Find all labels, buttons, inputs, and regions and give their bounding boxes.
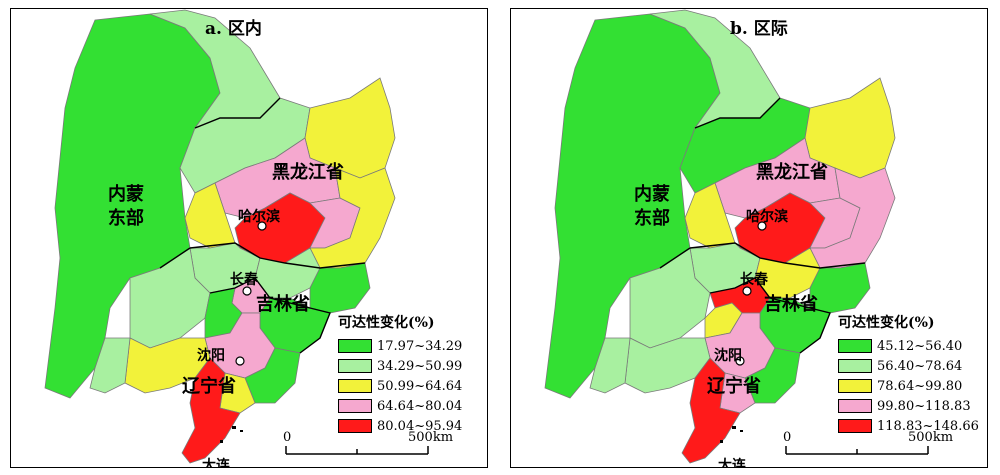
legend-label: 45.12~56.40 — [877, 338, 963, 354]
legend-title: 可达性变化(%) — [338, 315, 435, 331]
scale-zero: 0 — [783, 430, 792, 445]
legend-label: 78.64~99.80 — [877, 378, 963, 394]
legend-swatch — [338, 379, 372, 393]
legend-swatch — [338, 399, 372, 413]
legend-swatch — [338, 359, 372, 373]
legend-title: 可达性变化(%) — [838, 315, 935, 331]
islands — [220, 426, 243, 443]
legend-item: 99.80~118.83 — [838, 396, 988, 416]
province-boundaries — [159, 97, 366, 354]
shenyang-marker — [235, 356, 245, 366]
label-shenyang: 沈阳 — [714, 347, 742, 364]
region-yanbian — [309, 262, 371, 314]
label-harbin: 哈尔滨 — [746, 208, 788, 225]
label-shenyang: 沈阳 — [197, 347, 225, 364]
label-dalian: 大连 — [202, 457, 231, 468]
label-inner-mongolia-1: 内蒙 — [634, 183, 670, 205]
scale-bar: 0 500km — [778, 430, 968, 464]
shenyang-marker — [735, 356, 745, 366]
scale-bar: 0 500km — [278, 430, 468, 464]
map-inter: 内蒙 东部 黑龙江省 吉林省 辽宁省 哈尔滨 长春 沈阳 大连 — [544, 9, 896, 468]
legend-item: 64.64~80.04 — [338, 396, 488, 416]
scale-zero: 0 — [283, 430, 292, 445]
changchun-marker — [242, 286, 252, 296]
harbin-marker — [257, 221, 267, 231]
scale-bar-graphic — [785, 446, 929, 455]
legend-label: 56.40~78.64 — [877, 358, 963, 374]
legend-item: 118.83~148.66 — [838, 416, 988, 436]
map-panel-intra: 内蒙 东部 黑龙江省 吉林省 辽宁省 哈尔滨 长春 沈阳 大连 a. 区内 可达… — [10, 8, 488, 468]
label-heilongjiang: 黑龙江省 — [756, 161, 828, 183]
map-intra: 内蒙 东部 黑龙江省 吉林省 辽宁省 哈尔滨 长春 沈阳 大连 — [44, 9, 396, 468]
region-huludao — [589, 337, 631, 394]
legend-label: 50.99~64.64 — [377, 378, 463, 394]
legend-item: 50.99~64.64 — [338, 376, 488, 396]
region-huludao — [89, 337, 131, 394]
changchun-marker — [742, 286, 752, 296]
legend-swatch — [838, 379, 872, 393]
region-yanbian — [809, 262, 871, 314]
label-harbin: 哈尔滨 — [238, 208, 280, 225]
map-panel-inter: 内蒙 东部 黑龙江省 吉林省 辽宁省 哈尔滨 长春 沈阳 大连 b. 区际 可达… — [500, 0, 1000, 475]
label-jilin: 吉林省 — [764, 293, 818, 315]
legend-item: 78.64~99.80 — [838, 376, 988, 396]
scale-end: 500km — [908, 430, 954, 445]
panel-title: b. 区际 — [730, 19, 788, 39]
legend-swatch — [838, 399, 872, 413]
legend-swatch — [338, 339, 372, 353]
scale-end: 500km — [408, 430, 454, 445]
label-changchun: 长春 — [230, 271, 259, 288]
label-inner-mongolia-2: 东部 — [108, 207, 144, 229]
province-boundaries — [659, 97, 866, 354]
legend-item: 56.40~78.64 — [838, 356, 988, 376]
label-jilin: 吉林省 — [256, 293, 310, 315]
label-liaoning: 辽宁省 — [707, 375, 761, 397]
legend-label: 80.04~95.94 — [377, 418, 463, 434]
legend-item: 80.04~95.94 — [338, 416, 488, 436]
region-dalian — [181, 357, 241, 464]
label-liaoning: 辽宁省 — [182, 375, 236, 397]
regions — [44, 9, 396, 464]
panel-title: a. 区内 — [205, 19, 262, 39]
legend-label: 118.83~148.66 — [877, 418, 979, 434]
label-dalian: 大连 — [718, 457, 747, 468]
legend-label: 17.97~34.29 — [377, 338, 463, 354]
legend-swatch — [838, 419, 872, 433]
legend-swatch — [838, 339, 872, 353]
legend: 可达性变化(%) 45.12~56.40 56.40~78.64 78.64~9… — [838, 312, 988, 436]
islands — [720, 426, 743, 443]
legend-swatch — [338, 419, 372, 433]
legend-swatch — [838, 359, 872, 373]
legend-label: 34.29~50.99 — [377, 358, 463, 374]
label-heilongjiang: 黑龙江省 — [272, 161, 344, 183]
label-inner-mongolia-1: 内蒙 — [108, 183, 144, 205]
scale-bar-graphic — [285, 446, 429, 455]
legend: 可达性变化(%) 17.97~34.29 34.29~50.99 50.99~6… — [338, 312, 488, 436]
legend-item: 45.12~56.40 — [838, 336, 988, 356]
legend-item: 17.97~34.29 — [338, 336, 488, 356]
harbin-marker — [757, 221, 767, 231]
legend-label: 64.64~80.04 — [377, 398, 463, 414]
label-inner-mongolia-2: 东部 — [634, 207, 670, 229]
region-dalian — [681, 357, 741, 464]
legend-item: 34.29~50.99 — [338, 356, 488, 376]
legend-label: 99.80~118.83 — [877, 398, 971, 414]
label-changchun: 长春 — [740, 271, 769, 288]
